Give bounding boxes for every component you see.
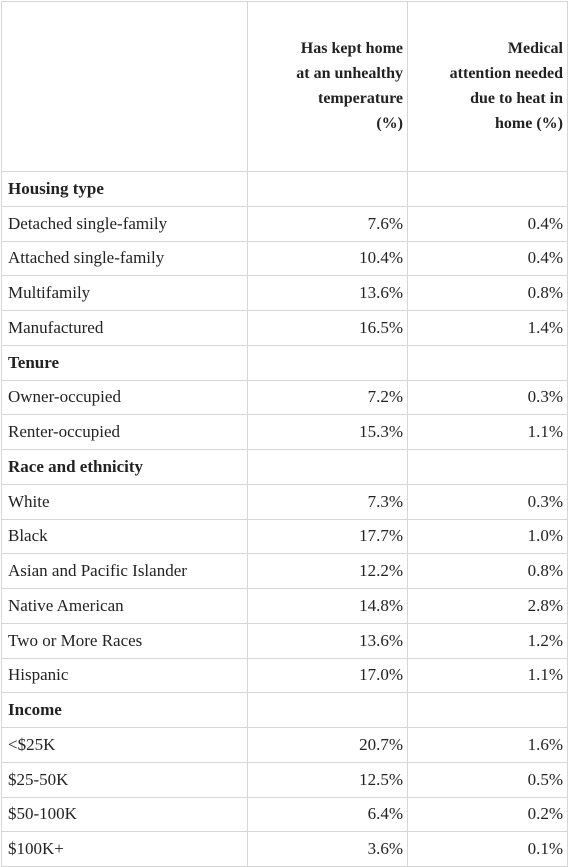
header-line: due to heat in: [470, 90, 563, 107]
value-cell: 14.8%: [247, 588, 408, 624]
header-line: Medical: [507, 40, 563, 57]
value-cell: 7.2%: [247, 379, 408, 416]
empty-cell: [247, 171, 408, 207]
data-row: Manufactured 16.5% 1.4%: [1, 310, 568, 346]
section-title: Race and ethnicity: [1, 449, 248, 485]
value-cell: 12.2%: [247, 553, 408, 589]
value-cell: 13.6%: [247, 275, 408, 311]
value-cell: 17.7%: [247, 518, 408, 555]
header-line: at an unhealthy: [296, 65, 403, 82]
row-label: <$25K: [1, 727, 248, 763]
value-cell: 20.7%: [247, 727, 408, 763]
row-label: $25-50K: [1, 761, 248, 798]
section-row: Tenure: [1, 344, 568, 381]
header-line: (%): [376, 115, 403, 132]
data-row: $50-100K 6.4% 0.2%: [1, 796, 568, 833]
value-cell: 1.6%: [407, 727, 568, 763]
data-row: Owner-occupied 7.2% 0.3%: [1, 379, 568, 416]
value-cell: 7.3%: [247, 483, 408, 520]
value-cell: 1.4%: [407, 310, 568, 346]
row-label: $50-100K: [1, 796, 248, 833]
data-row: Attached single-family 10.4% 0.4%: [1, 240, 568, 277]
value-cell: 0.2%: [407, 796, 568, 833]
section-row: Housing type: [1, 171, 568, 207]
row-label: Native American: [1, 588, 248, 624]
value-cell: 0.1%: [407, 831, 568, 867]
header-line: temperature: [318, 90, 403, 107]
value-cell: 15.3%: [247, 414, 408, 450]
value-cell: 0.3%: [407, 483, 568, 520]
row-label: Black: [1, 518, 248, 555]
header-row: Has kept home at an unhealthy temperature (…: [1, 1, 568, 172]
value-cell: 10.4%: [247, 240, 408, 277]
data-row: Renter-occupied 15.3% 1.1%: [1, 414, 568, 450]
value-cell: 7.6%: [247, 205, 408, 242]
value-cell: 0.8%: [407, 553, 568, 589]
section-row: Race and ethnicity: [1, 449, 568, 485]
row-label: Multifamily: [1, 275, 248, 311]
data-row: Multifamily 13.6% 0.8%: [1, 275, 568, 311]
value-cell: 1.0%: [407, 518, 568, 555]
row-label: Attached single-family: [1, 240, 248, 277]
row-label: Owner-occupied: [1, 379, 248, 416]
data-row: Asian and Pacific Islander 12.2% 0.8%: [1, 553, 568, 589]
value-cell: 3.6%: [247, 831, 408, 867]
row-label: Detached single-family: [1, 205, 248, 242]
empty-cell: [407, 344, 568, 381]
data-row: $25-50K 12.5% 0.5%: [1, 761, 568, 798]
empty-cell: [407, 449, 568, 485]
data-row: Detached single-family 7.6% 0.4%: [1, 205, 568, 242]
row-label: Renter-occupied: [1, 414, 248, 450]
row-label: Asian and Pacific Islander: [1, 553, 248, 589]
empty-cell: [247, 692, 408, 728]
data-row: White 7.3% 0.3%: [1, 483, 568, 520]
section-row: Income: [1, 692, 568, 728]
value-cell: 1.2%: [407, 622, 568, 659]
header-line: Has kept home: [300, 40, 403, 57]
value-cell: 1.1%: [407, 657, 568, 694]
empty-cell: [247, 344, 408, 381]
row-label: Two or More Races: [1, 622, 248, 659]
value-cell: 12.5%: [247, 761, 408, 798]
header-cell: Has kept home at an unhealthy temperature (…: [247, 1, 408, 172]
value-cell: 13.6%: [247, 622, 408, 659]
data-row: Hispanic 17.0% 1.1%: [1, 657, 568, 694]
header-line: attention needed: [449, 65, 563, 82]
value-cell: 0.3%: [407, 379, 568, 416]
section-title: Income: [1, 692, 248, 728]
header-line: home (%): [495, 115, 563, 132]
value-cell: 2.8%: [407, 588, 568, 624]
empty-cell: [407, 692, 568, 728]
data-row: <$25K 20.7% 1.6%: [1, 727, 568, 763]
value-cell: 17.0%: [247, 657, 408, 694]
empty-cell: [407, 171, 568, 207]
value-cell: 0.4%: [407, 205, 568, 242]
section-title: Tenure: [1, 344, 248, 381]
header-cell: Medical attention needed due to heat in hom…: [407, 1, 568, 172]
value-cell: 1.1%: [407, 414, 568, 450]
row-label: Hispanic: [1, 657, 248, 694]
header-cell: [1, 1, 248, 172]
section-title: Housing type: [1, 171, 248, 207]
data-row: Black 17.7% 1.0%: [1, 518, 568, 555]
value-cell: 0.8%: [407, 275, 568, 311]
row-label: Manufactured: [1, 310, 248, 346]
value-cell: 16.5%: [247, 310, 408, 346]
data-row: Native American 14.8% 2.8%: [1, 588, 568, 624]
value-cell: 0.4%: [407, 240, 568, 277]
row-label: $100K+: [1, 831, 248, 867]
data-row: Two or More Races 13.6% 1.2%: [1, 622, 568, 659]
row-label: White: [1, 483, 248, 520]
empty-cell: [247, 449, 408, 485]
value-cell: 6.4%: [247, 796, 408, 833]
data-row: $100K+ 3.6% 0.1%: [1, 831, 568, 867]
value-cell: 0.5%: [407, 761, 568, 798]
